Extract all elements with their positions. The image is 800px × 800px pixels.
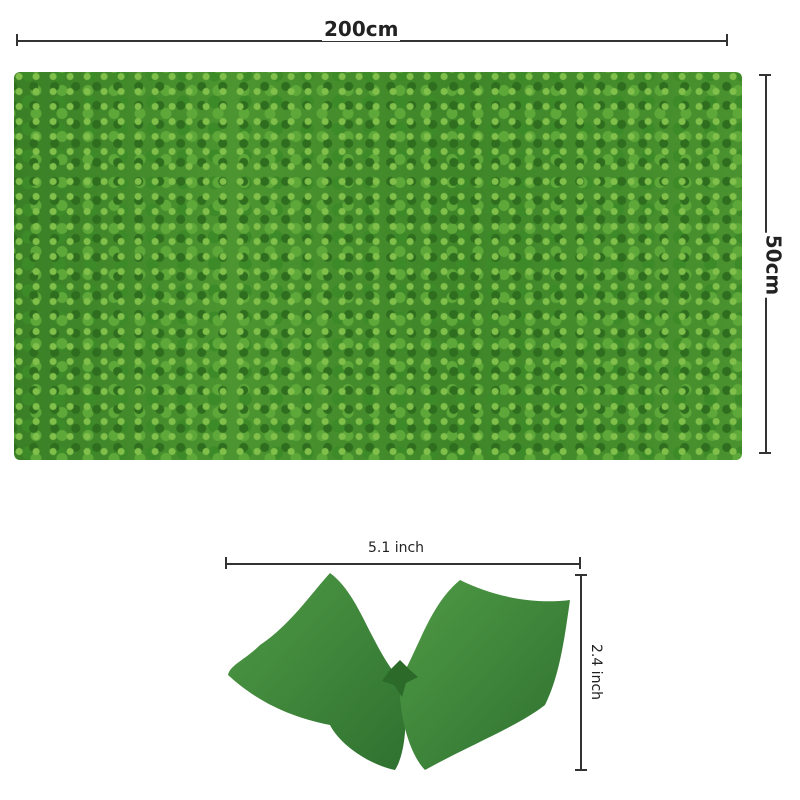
ivy-leaf-image xyxy=(228,573,570,770)
leaf-height-label: 2.4 inch xyxy=(588,641,605,703)
leaf-height-line xyxy=(580,575,582,770)
dimension-tick xyxy=(759,452,771,454)
dimension-tick xyxy=(726,34,728,46)
leaf-width-label: 5.1 inch xyxy=(368,540,425,556)
leaf-left-lobe xyxy=(228,573,406,770)
leaf-width-line xyxy=(226,563,580,565)
dimension-tick xyxy=(575,769,587,771)
leaf-right-lobe xyxy=(399,580,570,770)
leaf-stem-connector xyxy=(382,660,418,697)
panel-width-label: 200cm xyxy=(322,17,401,41)
artificial-ivy-hedge-panel xyxy=(14,72,742,460)
width-dimension-line xyxy=(17,40,727,42)
panel-height-label: 50cm xyxy=(761,232,786,298)
dimension-tick xyxy=(579,557,581,569)
